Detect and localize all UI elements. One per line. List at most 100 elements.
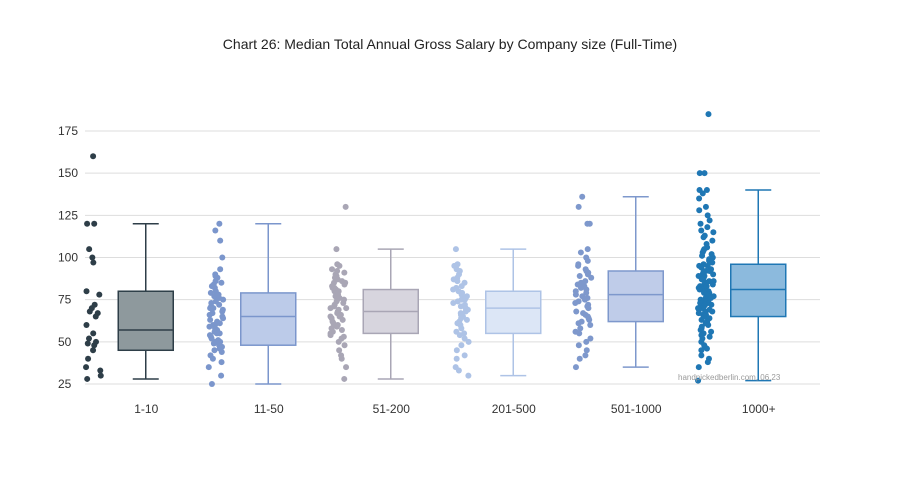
data-point (216, 330, 223, 337)
data-point (453, 355, 460, 362)
data-point (586, 316, 593, 323)
data-point (576, 355, 583, 362)
data-point (461, 352, 468, 359)
data-point (696, 286, 703, 293)
data-point (211, 293, 218, 300)
data-point (218, 359, 225, 366)
data-point (703, 187, 710, 194)
data-point (457, 303, 464, 310)
data-point (695, 377, 702, 384)
data-point (699, 190, 706, 197)
data-point (710, 229, 717, 236)
data-point (208, 335, 215, 342)
data-point (698, 227, 705, 234)
data-point (343, 305, 350, 312)
data-point (84, 340, 91, 347)
data-point (458, 291, 465, 298)
data-point (91, 342, 98, 349)
data-point (587, 321, 594, 328)
data-point (581, 296, 588, 303)
data-point (212, 227, 219, 234)
data-point (335, 338, 342, 345)
data-point (219, 308, 226, 315)
data-point (698, 264, 705, 271)
data-point (210, 340, 217, 347)
y-tick-label: 50 (58, 335, 72, 349)
data-point (585, 305, 592, 312)
y-tick-label: 75 (58, 293, 72, 307)
data-point (327, 332, 334, 339)
data-point (216, 220, 223, 227)
data-point (219, 254, 226, 261)
data-point (343, 364, 350, 371)
data-point (709, 281, 716, 288)
data-point (209, 355, 216, 362)
data-point (329, 266, 336, 273)
data-point (217, 237, 224, 244)
data-point (461, 335, 468, 342)
data-point (696, 170, 703, 177)
category-group (695, 111, 787, 384)
data-point (577, 325, 584, 332)
data-point (338, 327, 345, 334)
data-point (698, 347, 705, 354)
y-tick-label: 25 (58, 377, 72, 391)
data-point (450, 286, 457, 293)
data-point (706, 333, 713, 340)
y-tick-label: 150 (58, 166, 78, 180)
y-tick-label: 125 (58, 208, 78, 222)
x-tick-label: 1000+ (742, 402, 776, 416)
data-point (452, 246, 459, 253)
data-point (576, 330, 583, 337)
data-point (208, 381, 215, 387)
data-point (85, 355, 92, 362)
data-point (697, 220, 704, 227)
data-point (206, 323, 213, 330)
data-point (83, 364, 90, 371)
data-point (703, 345, 710, 352)
data-point (205, 364, 212, 371)
y-tick-label: 175 (58, 124, 78, 138)
data-point (583, 347, 590, 354)
data-point (96, 291, 103, 298)
data-point (90, 330, 97, 337)
data-point (588, 274, 595, 281)
data-point (709, 308, 716, 315)
data-point (572, 364, 579, 371)
data-point (327, 305, 334, 312)
iqr-box (240, 292, 297, 346)
data-point (707, 294, 714, 301)
category-group (572, 193, 664, 371)
data-point (342, 203, 349, 210)
x-tick-label: 201-500 (492, 402, 536, 416)
data-point (338, 355, 345, 362)
data-point (584, 257, 591, 264)
data-point (220, 296, 227, 303)
data-point (450, 300, 457, 307)
chart-title: Chart 26: Median Total Annual Gross Sala… (222, 36, 678, 52)
data-point (458, 283, 465, 290)
data-point (465, 372, 472, 379)
data-point (336, 347, 343, 354)
category-group (83, 153, 174, 382)
data-point (587, 335, 594, 342)
iqr-box (117, 290, 174, 352)
data-point (705, 111, 712, 118)
data-point (709, 237, 716, 244)
data-point (333, 246, 340, 253)
data-point (339, 316, 346, 323)
y-tick-label: 100 (58, 251, 78, 265)
data-point (575, 342, 582, 349)
data-point (572, 291, 579, 298)
data-point (220, 315, 227, 322)
data-point (340, 300, 347, 307)
data-point (695, 364, 702, 371)
data-point (698, 352, 705, 359)
iqr-box (730, 263, 787, 318)
category-group (205, 220, 297, 387)
data-point (704, 212, 711, 219)
iqr-box (485, 290, 542, 335)
data-point (577, 284, 584, 291)
data-point (90, 259, 97, 266)
